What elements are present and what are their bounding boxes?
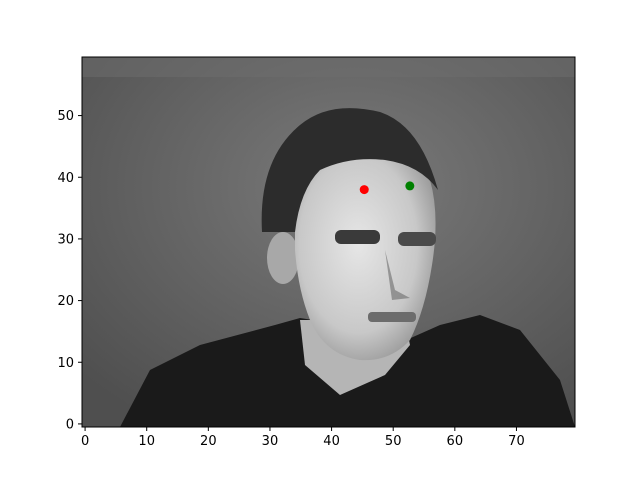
x-tick-label: 70 xyxy=(508,434,525,449)
x-tick-label: 20 xyxy=(200,434,217,449)
scatter-point xyxy=(405,181,415,191)
y-tick-label: 40 xyxy=(57,171,74,186)
y-tick-label: 20 xyxy=(57,294,74,309)
y-tick-label: 10 xyxy=(57,356,74,371)
x-tick-label: 0 xyxy=(81,434,89,449)
y-tick-label: 30 xyxy=(57,232,74,247)
x-tick-label: 50 xyxy=(385,434,402,449)
y-tick-label: 50 xyxy=(57,109,74,124)
x-axis: 0 10 20 30 40 50 60 70 xyxy=(81,427,525,449)
x-tick-label: 40 xyxy=(323,434,340,449)
y-axis: 0 10 20 30 40 50 xyxy=(57,109,82,432)
x-tick-label: 30 xyxy=(262,434,279,449)
axes-frame xyxy=(81,56,576,428)
scatter-point xyxy=(359,185,369,195)
scatter-points xyxy=(359,181,415,195)
portrait-image xyxy=(82,57,575,427)
y-tick-label: 0 xyxy=(66,417,74,432)
x-tick-label: 60 xyxy=(447,434,464,449)
x-tick-label: 10 xyxy=(138,434,155,449)
